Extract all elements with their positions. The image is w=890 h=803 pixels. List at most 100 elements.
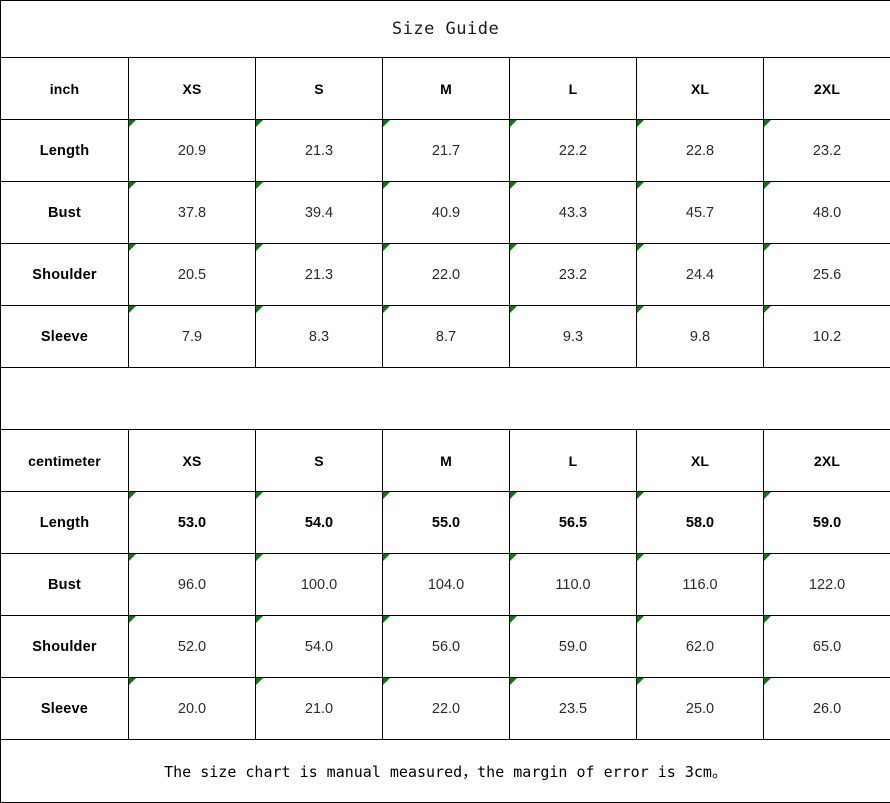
inch-shoulder-s: 21.3 (256, 244, 383, 306)
inch-header-row: inch XS S M L XL 2XL (1, 58, 890, 120)
cm-bust-m: 104.0 (383, 554, 510, 616)
cm-bust-s: 100.0 (256, 554, 383, 616)
cm-row-label-sleeve: Sleeve (1, 678, 129, 740)
table-row: Sleeve 20.0 21.0 22.0 23.5 (1, 678, 890, 740)
cell-marker-icon (637, 678, 644, 685)
table-separator-row (1, 368, 890, 430)
cell-value: 100.0 (301, 577, 337, 593)
cm-row-label-bust: Bust (1, 554, 129, 616)
cell-marker-icon (510, 244, 517, 251)
cm-shoulder-2xl: 65.0 (764, 616, 890, 678)
cell-marker-icon (764, 492, 771, 499)
cell-value: 7.9 (182, 329, 202, 345)
inch-bust-m: 40.9 (383, 182, 510, 244)
inch-shoulder-xs: 20.5 (129, 244, 256, 306)
measurement-disclaimer: The size chart is manual measured，the ma… (1, 740, 890, 803)
cell-value: 122.0 (809, 577, 845, 593)
cell-marker-icon (256, 616, 263, 623)
cell-marker-icon (129, 616, 136, 623)
inch-sleeve-m: 8.7 (383, 306, 510, 368)
cell-value: 48.0 (813, 205, 841, 221)
cell-value: 23.2 (813, 143, 841, 159)
cell-value: 65.0 (813, 639, 841, 655)
inch-row-label-shoulder: Shoulder (1, 244, 129, 306)
cm-bust-xs: 96.0 (129, 554, 256, 616)
cell-marker-icon (383, 678, 390, 685)
inch-sleeve-2xl: 10.2 (764, 306, 890, 368)
cell-value: 8.7 (436, 329, 456, 345)
cell-marker-icon (383, 182, 390, 189)
cell-marker-icon (383, 244, 390, 251)
cell-marker-icon (510, 678, 517, 685)
table-row: Bust 96.0 100.0 104.0 110.0 (1, 554, 890, 616)
cell-marker-icon (256, 554, 263, 561)
cell-marker-icon (256, 492, 263, 499)
cell-marker-icon (256, 306, 263, 313)
cell-marker-icon (764, 182, 771, 189)
cm-sleeve-m: 22.0 (383, 678, 510, 740)
table-row: Bust 37.8 39.4 40.9 43.3 (1, 182, 890, 244)
cm-unit-label: centimeter (1, 430, 129, 492)
cell-value: 59.0 (813, 515, 841, 531)
inch-length-xl: 22.8 (637, 120, 764, 182)
cell-value: 22.2 (559, 143, 587, 159)
cell-marker-icon (764, 120, 771, 127)
cm-sleeve-xs: 20.0 (129, 678, 256, 740)
cell-marker-icon (764, 616, 771, 623)
cell-marker-icon (637, 616, 644, 623)
cell-marker-icon (764, 306, 771, 313)
inch-bust-l: 43.3 (510, 182, 637, 244)
table-separator (1, 368, 890, 430)
cell-marker-icon (383, 306, 390, 313)
table-row: Length 53.0 54.0 55.0 56.5 (1, 492, 890, 554)
cell-value: 45.7 (686, 205, 714, 221)
cell-value: 21.3 (305, 143, 333, 159)
cell-marker-icon (510, 492, 517, 499)
cell-marker-icon (129, 182, 136, 189)
cell-value: 96.0 (178, 577, 206, 593)
cell-marker-icon (383, 492, 390, 499)
cell-value: 25.6 (813, 267, 841, 283)
cm-size-header-xl: XL (637, 430, 764, 492)
cell-marker-icon (129, 244, 136, 251)
inch-size-header-s: S (256, 58, 383, 120)
inch-shoulder-l: 23.2 (510, 244, 637, 306)
cell-marker-icon (764, 244, 771, 251)
cell-marker-icon (637, 492, 644, 499)
inch-shoulder-xl: 24.4 (637, 244, 764, 306)
cm-shoulder-l: 59.0 (510, 616, 637, 678)
inch-size-header-xl: XL (637, 58, 764, 120)
inch-bust-xs: 37.8 (129, 182, 256, 244)
page-title: Size Guide (1, 1, 890, 58)
inch-size-header-m: M (383, 58, 510, 120)
cell-marker-icon (510, 120, 517, 127)
cell-value: 56.5 (559, 515, 587, 531)
cm-sleeve-l: 23.5 (510, 678, 637, 740)
cell-value: 22.8 (686, 143, 714, 159)
cell-marker-icon (383, 616, 390, 623)
cm-length-2xl: 59.0 (764, 492, 890, 554)
cm-shoulder-m: 56.0 (383, 616, 510, 678)
cm-row-label-shoulder: Shoulder (1, 616, 129, 678)
inch-length-l: 22.2 (510, 120, 637, 182)
cm-bust-l: 110.0 (510, 554, 637, 616)
cell-value: 59.0 (559, 639, 587, 655)
cell-value: 62.0 (686, 639, 714, 655)
cell-value: 25.0 (686, 701, 714, 717)
cm-size-header-xs: XS (129, 430, 256, 492)
table-row: Shoulder 20.5 21.3 22.0 23.2 (1, 244, 890, 306)
cell-marker-icon (129, 554, 136, 561)
cm-sleeve-2xl: 26.0 (764, 678, 890, 740)
inch-unit-label: inch (1, 58, 129, 120)
cell-marker-icon (510, 306, 517, 313)
inch-size-header-l: L (510, 58, 637, 120)
inch-length-xs: 20.9 (129, 120, 256, 182)
table-row: Length 20.9 21.3 21.7 22.2 (1, 120, 890, 182)
cm-length-xl: 58.0 (637, 492, 764, 554)
inch-sleeve-s: 8.3 (256, 306, 383, 368)
cell-value: 104.0 (428, 577, 464, 593)
inch-size-header-2xl: 2XL (764, 58, 890, 120)
inch-bust-s: 39.4 (256, 182, 383, 244)
cell-marker-icon (510, 616, 517, 623)
